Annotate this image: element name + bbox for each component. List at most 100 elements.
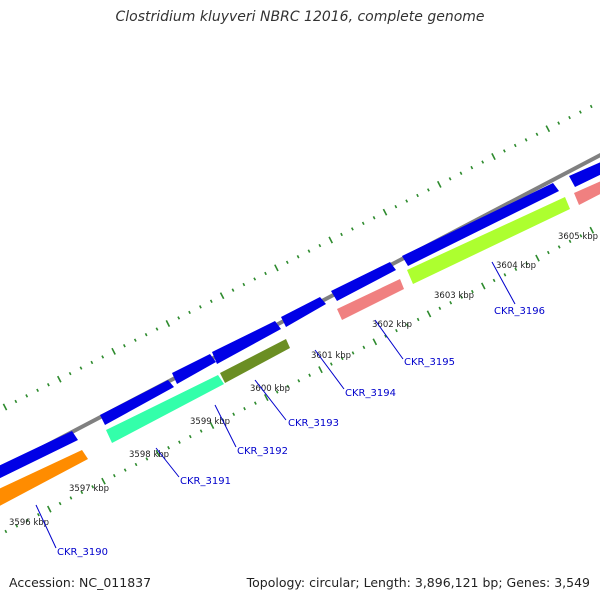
gene-label: CKR_3195 <box>404 357 455 368</box>
tick-mark <box>36 388 40 392</box>
tick-mark <box>426 310 432 318</box>
tick-mark <box>232 412 236 416</box>
tick-label: 3596 kbp <box>9 518 49 528</box>
tick-mark <box>188 434 192 439</box>
tick-mark <box>525 261 529 266</box>
tick-mark <box>503 273 507 277</box>
tick-mark <box>274 264 279 272</box>
tick-mark <box>68 371 72 376</box>
tick-mark <box>155 449 161 457</box>
gene-label: CKR_3191 <box>180 476 231 487</box>
tick-mark <box>372 216 376 220</box>
gene-label: CKR_3192 <box>237 446 288 457</box>
tick-mark <box>69 496 73 500</box>
tick-label: 3602 kbp <box>372 320 412 330</box>
tick-mark <box>15 524 19 528</box>
tick-mark <box>405 199 409 203</box>
forward-gene[interactable] <box>331 262 396 301</box>
tick-mark <box>340 356 344 361</box>
gene-ckr-3196[interactable] <box>407 197 570 284</box>
tick-mark <box>101 477 106 485</box>
tick-mark <box>253 401 257 405</box>
tick-mark <box>275 390 279 394</box>
tick-mark <box>101 355 105 359</box>
tick-mark <box>492 278 496 283</box>
gene-ckr-3193[interactable] <box>220 339 290 383</box>
tick-mark <box>568 115 571 120</box>
tick-mark <box>416 317 420 322</box>
tick-mark <box>589 104 593 109</box>
tick-mark <box>395 328 398 333</box>
forward-gene[interactable] <box>569 158 600 187</box>
forward-gene[interactable] <box>281 297 326 327</box>
tick-mark <box>524 138 528 142</box>
tick-mark <box>296 255 300 259</box>
tick-mark <box>589 226 595 234</box>
gene-labels: CKR_3190 CKR_3191 CKR_3192 CKR_3193 CKR_… <box>57 306 545 558</box>
tick-mark <box>362 345 366 350</box>
tick-mark <box>198 305 202 309</box>
tick-mark <box>242 282 246 287</box>
tick-mark <box>199 429 203 433</box>
tick-mark <box>122 344 126 348</box>
tick-mark <box>58 501 62 506</box>
tick-mark <box>405 323 409 327</box>
gene-ckr-3197[interactable] <box>574 177 600 205</box>
tick-mark <box>382 208 388 216</box>
outer-tick-ring <box>2 104 593 411</box>
tick-mark <box>438 306 442 310</box>
tick-label: 3598 kbp <box>129 450 169 460</box>
tick-mark <box>90 360 94 365</box>
forward-gene[interactable] <box>0 431 78 483</box>
tick-mark <box>318 366 323 374</box>
tick-mark <box>297 379 301 383</box>
tick-mark <box>351 351 355 355</box>
tick-mark <box>426 188 430 192</box>
gene-label: CKR_3190 <box>57 547 108 558</box>
tick-mark <box>436 180 442 188</box>
tick-mark <box>557 245 561 249</box>
tick-mark <box>361 221 365 226</box>
gene-label: CKR_3193 <box>288 418 339 429</box>
tick-mark <box>329 362 333 366</box>
tick-mark <box>285 260 289 264</box>
tick-mark <box>165 320 171 327</box>
tick-mark <box>513 143 517 148</box>
tick-mark <box>568 239 572 244</box>
gene-ckr-3191[interactable] <box>106 375 224 443</box>
gene-ckr-3194[interactable] <box>337 279 404 320</box>
tick-mark <box>25 394 29 398</box>
map-title: Clostridium kluyveri NBRC 12016, complet… <box>115 9 485 25</box>
tick-label: 3604 kbp <box>496 261 536 271</box>
tick-mark <box>286 384 290 389</box>
tick-mark <box>36 513 40 517</box>
tick-mark <box>579 234 583 238</box>
tick-mark <box>123 468 127 472</box>
tick-mark <box>2 403 8 411</box>
tick-mark <box>535 132 539 136</box>
forward-gene[interactable] <box>212 321 281 364</box>
tick-label: 3601 kbp <box>311 351 351 361</box>
tick-mark <box>460 295 463 299</box>
forward-gene[interactable] <box>100 380 174 425</box>
tick-mark <box>448 177 452 181</box>
forward-gene[interactable] <box>402 183 559 266</box>
scale-tick-labels: 3596 kbp 3597 kbp 3598 kbp 3599 kbp 3600… <box>9 232 598 528</box>
tick-mark <box>26 518 29 522</box>
tick-mark <box>481 160 485 164</box>
tick-mark <box>340 232 343 237</box>
tick-mark <box>459 171 463 175</box>
inner-tick-ring <box>4 226 595 534</box>
tick-mark <box>79 366 83 370</box>
tick-mark <box>470 289 474 294</box>
forward-gene[interactable] <box>172 354 216 384</box>
gene-ckr-3190[interactable] <box>0 450 88 511</box>
tick-mark <box>318 243 322 248</box>
tick-mark <box>144 332 148 337</box>
tick-mark <box>308 373 312 377</box>
gene-label: CKR_3194 <box>345 388 396 399</box>
tick-mark <box>209 299 213 303</box>
tick-mark <box>491 153 496 161</box>
tick-mark <box>4 529 8 534</box>
